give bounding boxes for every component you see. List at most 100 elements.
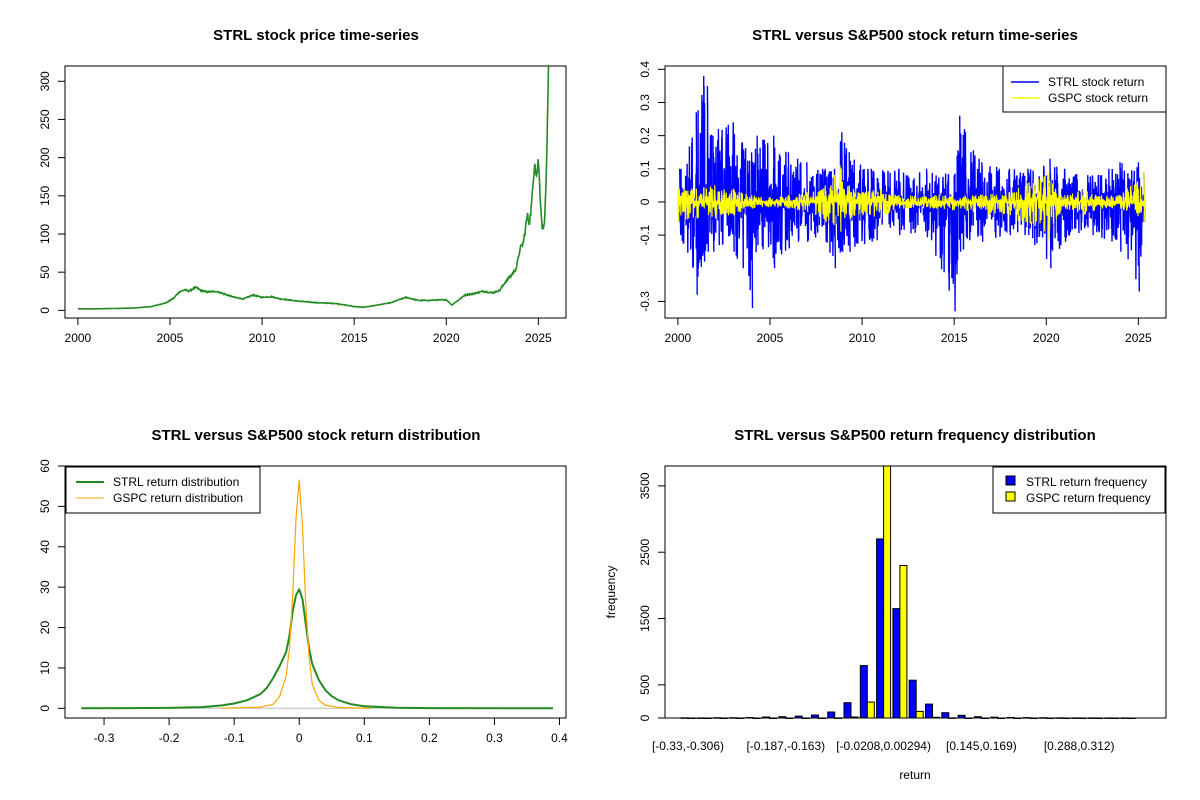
strl-bar bbox=[908, 679, 917, 719]
strl-bar bbox=[843, 702, 852, 719]
panel-return-timeseries: STRL versus S&P500 stock return time-ser… bbox=[638, 27, 1167, 345]
y-tick-label: 50 bbox=[38, 265, 52, 279]
x-tick-label: 0.3 bbox=[486, 731, 503, 745]
gspc-bar bbox=[720, 717, 729, 719]
strl-bar bbox=[1055, 717, 1064, 719]
panel-return-distribution: STRL versus S&P500 stock return distribu… bbox=[38, 427, 568, 745]
y-tick-label: 30 bbox=[38, 580, 52, 594]
x-axis: 2000 2005 2010 2015 2020 2025 bbox=[65, 317, 552, 345]
legend: STRL stock return GSPC stock return bbox=[1002, 65, 1167, 113]
y-tick-label: 150 bbox=[38, 185, 52, 205]
gspc-bar bbox=[1127, 717, 1136, 719]
gspc-bar bbox=[850, 716, 859, 719]
y-tick-label: 0 bbox=[638, 714, 652, 721]
chart-title: STRL versus S&P500 stock return distribu… bbox=[152, 427, 481, 444]
y-tick-label: 0.1 bbox=[638, 160, 652, 177]
y-tick-label: 0 bbox=[38, 705, 52, 712]
y-tick-label: 0.2 bbox=[638, 127, 652, 144]
plot-marks bbox=[677, 75, 1146, 312]
chart-title: STRL stock price time-series bbox=[213, 27, 419, 44]
x-tick-label: 2015 bbox=[941, 331, 968, 345]
strl-bar bbox=[696, 717, 705, 719]
x-tick-label: [0.145,0.169) bbox=[946, 739, 1017, 753]
legend-box bbox=[992, 466, 1166, 514]
x-tick-label: 2020 bbox=[433, 331, 460, 345]
y-tick-label: 60 bbox=[38, 459, 52, 473]
x-tick-label: [0.288,0.312) bbox=[1044, 739, 1115, 753]
strl-bar bbox=[827, 711, 836, 719]
gspc-bar bbox=[703, 717, 712, 719]
plot-marks bbox=[81, 479, 554, 710]
gspc-bar bbox=[1029, 717, 1038, 719]
y-axis: 0 10 20 30 40 50 60 bbox=[38, 459, 66, 712]
legend: STRL return distribution GSPC return dis… bbox=[65, 466, 261, 514]
strl-bar bbox=[925, 703, 933, 719]
gspc-density-line bbox=[221, 479, 371, 709]
legend-label-strl: STRL stock return bbox=[1048, 75, 1144, 89]
legend-box bbox=[1002, 65, 1167, 113]
x-tick-label: 0 bbox=[296, 731, 303, 745]
gspc-bar bbox=[964, 717, 973, 719]
legend-label-strl: STRL return frequency bbox=[1026, 475, 1147, 489]
x-axis: [-0.33,-0.306) [-0.187,-0.163) [-0.0208,0.… bbox=[652, 739, 1115, 753]
legend-label-gspc: GSPC return frequency bbox=[1026, 491, 1151, 505]
gspc-bar bbox=[687, 717, 696, 719]
y-tick-label: 250 bbox=[38, 109, 52, 129]
x-tick-label: 2005 bbox=[157, 331, 184, 345]
gspc-bar bbox=[1095, 717, 1103, 719]
x-tick-label: -0.3 bbox=[94, 731, 115, 745]
plot-marks bbox=[680, 465, 1136, 719]
gspc-return-line bbox=[677, 165, 1146, 242]
x-axis: 2000 2005 2010 2015 2020 2025 bbox=[665, 317, 1152, 345]
strl-bar bbox=[1088, 717, 1096, 719]
strl-bar bbox=[729, 717, 738, 719]
x-tick-label: -0.1 bbox=[224, 731, 245, 745]
y-tick-label: 2500 bbox=[638, 539, 652, 566]
gspc-bar bbox=[1062, 717, 1071, 719]
strl-bar bbox=[1039, 717, 1048, 719]
y-tick-label: 20 bbox=[38, 621, 52, 635]
gspc-bar bbox=[834, 717, 843, 719]
strl-bar bbox=[778, 716, 787, 719]
y-axis-label: frequency bbox=[604, 566, 618, 619]
gspc-bar bbox=[980, 717, 989, 719]
x-tick-label: 2015 bbox=[341, 331, 368, 345]
strl-bar bbox=[810, 714, 819, 719]
strl-bar bbox=[876, 538, 885, 719]
strl-bar bbox=[957, 714, 966, 719]
y-tick-label: 0 bbox=[638, 198, 652, 205]
x-tick-label: [-0.33,-0.306) bbox=[652, 739, 724, 753]
legend-label-strl: STRL return distribution bbox=[113, 475, 239, 489]
x-tick-label: 2025 bbox=[525, 331, 552, 345]
legend-swatch-gspc bbox=[1005, 491, 1016, 502]
x-tick-label: 0.2 bbox=[421, 731, 438, 745]
x-tick-label: 2020 bbox=[1033, 331, 1060, 345]
x-tick-label: 0.4 bbox=[551, 731, 568, 745]
plot-marks bbox=[77, 64, 550, 310]
x-tick-label: [-0.187,-0.163) bbox=[746, 739, 825, 753]
strl-bar bbox=[892, 608, 901, 719]
gspc-bar bbox=[932, 716, 940, 719]
y-tick-label: 1500 bbox=[638, 605, 652, 632]
y-axis: 0 50 100 150 200 250 300 bbox=[38, 71, 66, 314]
strl-bar bbox=[1104, 717, 1113, 719]
legend: STRL return frequency GSPC return freque… bbox=[992, 466, 1166, 514]
y-tick-label: 10 bbox=[38, 661, 52, 675]
strl-bar bbox=[745, 717, 754, 719]
x-axis: -0.3 -0.2 -0.1 0 0.1 0.2 0.3 0.4 bbox=[94, 717, 568, 745]
x-tick-label: 0.1 bbox=[356, 731, 373, 745]
strl-bar bbox=[941, 712, 950, 719]
strl-bar bbox=[794, 715, 803, 719]
y-tick-label: 300 bbox=[38, 71, 52, 91]
x-tick-label: -0.2 bbox=[159, 731, 180, 745]
strl-bar bbox=[973, 716, 982, 719]
strl-bar bbox=[859, 665, 868, 719]
x-tick-label: 2025 bbox=[1125, 331, 1152, 345]
legend-label-gspc: GSPC stock return bbox=[1048, 91, 1148, 105]
gspc-bar bbox=[817, 717, 826, 719]
x-tick-label: 2000 bbox=[665, 331, 692, 345]
strl-bar bbox=[1022, 717, 1031, 719]
gspc-bar bbox=[899, 565, 908, 719]
strl-bar bbox=[1006, 717, 1015, 719]
